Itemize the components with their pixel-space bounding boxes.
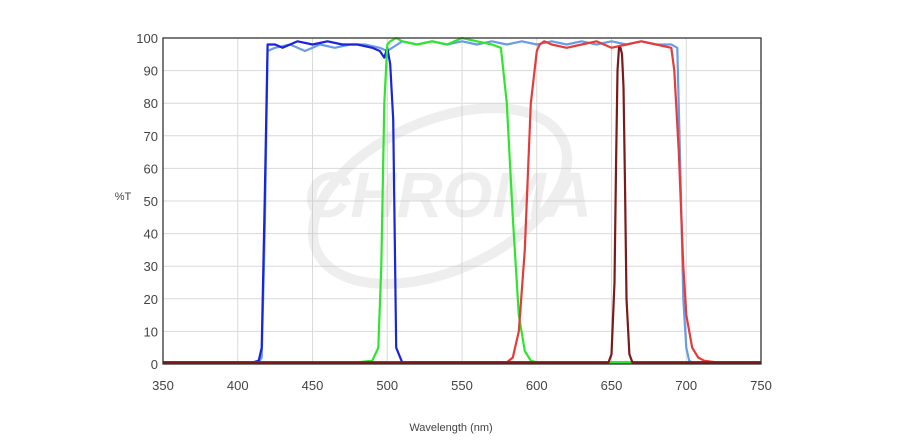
x-tick-label: 350 [152, 378, 174, 393]
y-tick-label: 80 [144, 96, 158, 111]
y-tick-label: 70 [144, 129, 158, 144]
y-tick-label: 20 [144, 292, 158, 307]
x-tick-label: 400 [227, 378, 249, 393]
x-tick-label: 500 [376, 378, 398, 393]
x-tick-label: 450 [302, 378, 324, 393]
y-tick-label: 60 [144, 161, 158, 176]
x-tick-label: 650 [601, 378, 623, 393]
y-tick-label: 40 [144, 227, 158, 242]
watermark-text: CHROMA [304, 159, 592, 231]
series-line-2 [163, 40, 761, 364]
x-tick-label: 550 [451, 378, 473, 393]
series-line-3 [163, 36, 761, 364]
y-tick-label: 30 [144, 259, 158, 274]
y-tick-label: 10 [144, 324, 158, 339]
plot-frame [162, 37, 762, 365]
y-axis-ticks: 0 10 20 30 40 50 60 70 80 90 100 [136, 31, 158, 372]
y-tick-label: 100 [136, 31, 158, 46]
chroma-watermark-logo: CHROMA [304, 103, 592, 289]
series-line-5 [163, 46, 761, 364]
x-tick-label: 750 [750, 378, 772, 393]
x-tick-label: 700 [675, 378, 697, 393]
y-axis-label: %T [115, 191, 132, 203]
x-tick-label: 600 [526, 378, 548, 393]
x-axis-label: Wavelength (nm) [409, 422, 492, 434]
y-tick-label: 0 [151, 357, 158, 372]
y-tick-label: 50 [144, 194, 158, 209]
series-line-4 [163, 40, 761, 364]
y-tick-label: 90 [144, 64, 158, 79]
series-layer [163, 36, 761, 364]
x-axis-ticks: 350 400 450 500 550 600 650 700 750 [152, 378, 772, 393]
